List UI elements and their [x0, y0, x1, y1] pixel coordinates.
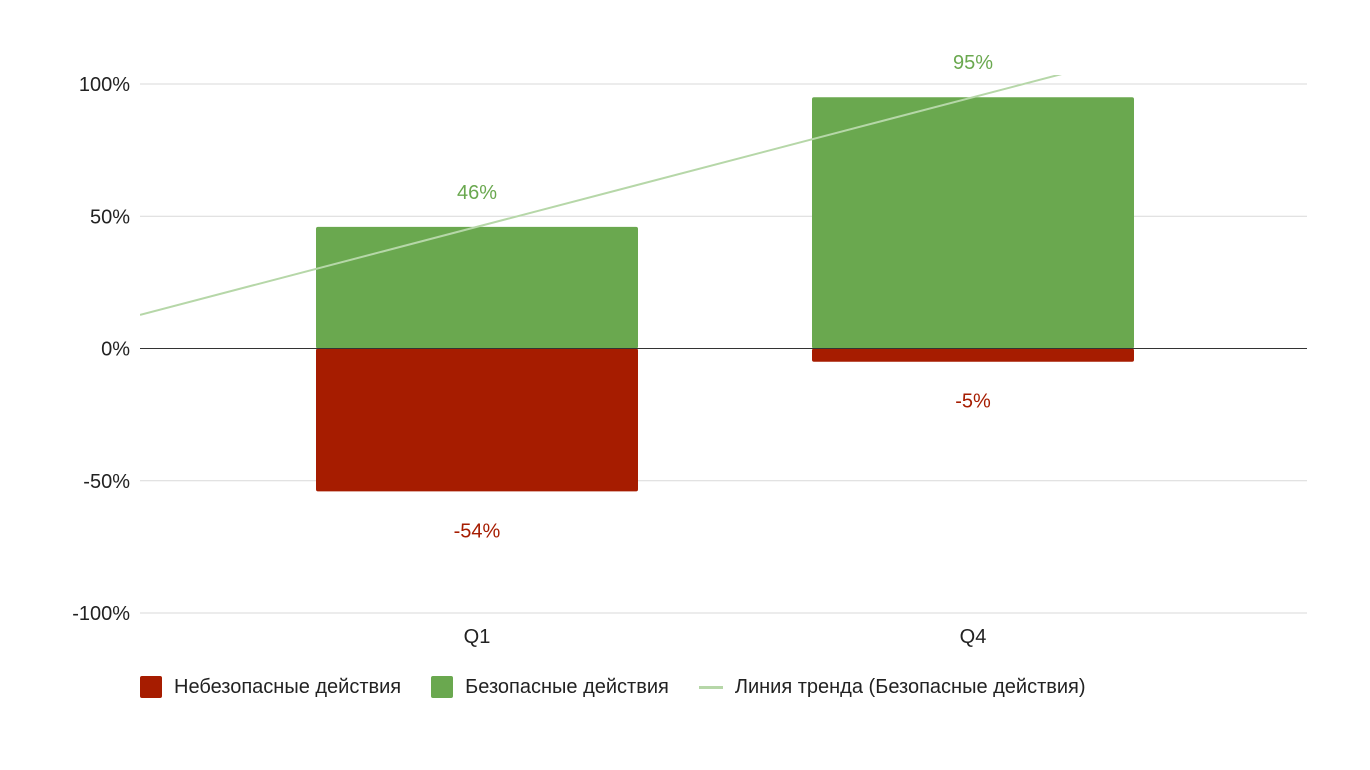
y-axis: 100% 50% 0% -50% -100%: [72, 74, 130, 625]
legend-label-safe: Безопасные действия: [465, 675, 669, 698]
legend: Небезопасные действия Безопасные действи…: [140, 672, 1116, 702]
y-tick-label: -50%: [83, 471, 130, 493]
legend-swatch-trend: [698, 685, 723, 689]
y-tick-label: 50%: [90, 206, 130, 228]
y-tick-label: 0%: [101, 339, 130, 361]
data-label-safe-q1: 46%: [457, 182, 497, 204]
x-axis: Q1 Q4: [464, 626, 987, 648]
legend-swatch-unsafe: [140, 676, 162, 698]
trendline: [140, 75, 1063, 316]
y-tick-label: 100%: [79, 74, 130, 96]
trendline-layer: [140, 75, 1063, 316]
legend-item-trend: Линия тренда (Безопасные действия): [698, 675, 1086, 699]
y-tick-label: -100%: [72, 603, 130, 625]
data-label-unsafe-q1: -54%: [454, 520, 501, 542]
data-labels: -54% -5% 46% 95%: [454, 52, 994, 542]
legend-label-unsafe: Небезопасные действия: [174, 675, 402, 698]
bar-unsafe-q4: [812, 348, 1134, 362]
legend-label-trend: Линия тренда (Безопасные действия): [734, 675, 1086, 698]
x-tick-label: Q4: [960, 626, 987, 648]
bar-safe-q4: [812, 97, 1134, 349]
legend-item-safe: Безопасные действия: [431, 676, 669, 699]
legend-item-unsafe: Небезопасные действия: [140, 676, 401, 699]
data-label-unsafe-q4: -5%: [955, 391, 991, 413]
bars: [316, 97, 1134, 492]
legend-swatch-safe: [431, 676, 454, 698]
bar-safe-q1: [316, 226, 638, 349]
bar-unsafe-q1: [316, 348, 638, 492]
x-tick-label: Q1: [464, 626, 491, 648]
data-label-safe-q4: 95%: [953, 52, 993, 74]
